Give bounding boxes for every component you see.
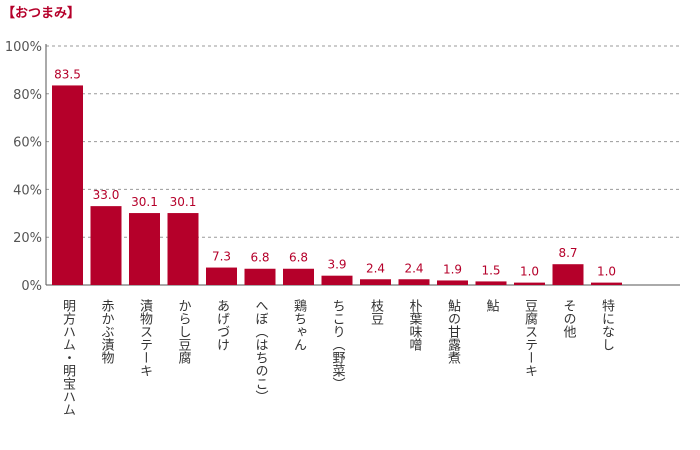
data-label: 3.9 xyxy=(327,258,346,272)
x-tick-label: あげづけ xyxy=(214,299,229,351)
y-tick-label: 100% xyxy=(5,40,42,55)
x-tick-label: へぼ（はちのこ） xyxy=(253,299,269,403)
y-tick-label: 0% xyxy=(21,279,42,294)
bar xyxy=(167,213,199,285)
data-label: 1.9 xyxy=(443,262,462,276)
bar xyxy=(398,279,430,285)
chart-title: 【おつまみ】 xyxy=(2,6,81,21)
x-tick-label: 特になし xyxy=(599,299,615,351)
data-label: 2.4 xyxy=(404,261,423,275)
x-tick-label: 赤かぶ漬物 xyxy=(99,299,115,365)
x-tick-label: 鶏ちゃん xyxy=(291,299,307,351)
x-tick-label: 枝豆 xyxy=(368,299,384,325)
y-tick-label: 40% xyxy=(13,183,42,198)
x-tick-label: 鮎 xyxy=(484,299,500,312)
x-tick-label: 漬物ステーキ xyxy=(137,299,153,377)
bar xyxy=(437,280,468,285)
x-tick-label: 豆腐ステーキ xyxy=(522,299,538,377)
bar xyxy=(321,275,353,285)
bar xyxy=(552,264,584,285)
bar xyxy=(52,85,83,285)
bar xyxy=(90,206,122,285)
data-label: 7.3 xyxy=(212,250,231,264)
data-label: 30.1 xyxy=(170,195,197,209)
x-tick-label: 明方ハム・明宝ハム xyxy=(60,299,76,416)
bar xyxy=(283,268,314,285)
x-tick-label: からし豆腐 xyxy=(176,299,192,365)
data-label: 30.1 xyxy=(131,195,158,209)
data-label: 6.8 xyxy=(289,251,308,265)
bar xyxy=(360,279,391,285)
data-label: 1.5 xyxy=(481,263,500,277)
bar xyxy=(514,282,545,285)
data-label: 1.0 xyxy=(597,265,616,279)
data-label: 1.0 xyxy=(520,265,539,279)
data-label: 33.0 xyxy=(93,188,120,202)
x-tick-label: 鮎の甘露煮 xyxy=(445,299,461,365)
data-label: 83.5 xyxy=(54,67,81,81)
bar xyxy=(591,282,622,285)
bar xyxy=(129,213,160,285)
bar xyxy=(244,268,276,285)
bar xyxy=(206,267,237,285)
x-tick-label: その他 xyxy=(561,299,577,339)
data-label: 8.7 xyxy=(558,246,577,260)
y-tick-label: 60% xyxy=(13,136,42,151)
x-tick-label: 朴葉味噌 xyxy=(407,299,423,351)
data-label: 2.4 xyxy=(366,261,385,275)
y-tick-label: 20% xyxy=(13,231,42,246)
y-tick-label: 80% xyxy=(13,88,42,103)
data-label: 6.8 xyxy=(250,251,269,265)
x-tick-label: ちこり（野菜） xyxy=(330,299,346,390)
bar xyxy=(475,281,507,285)
